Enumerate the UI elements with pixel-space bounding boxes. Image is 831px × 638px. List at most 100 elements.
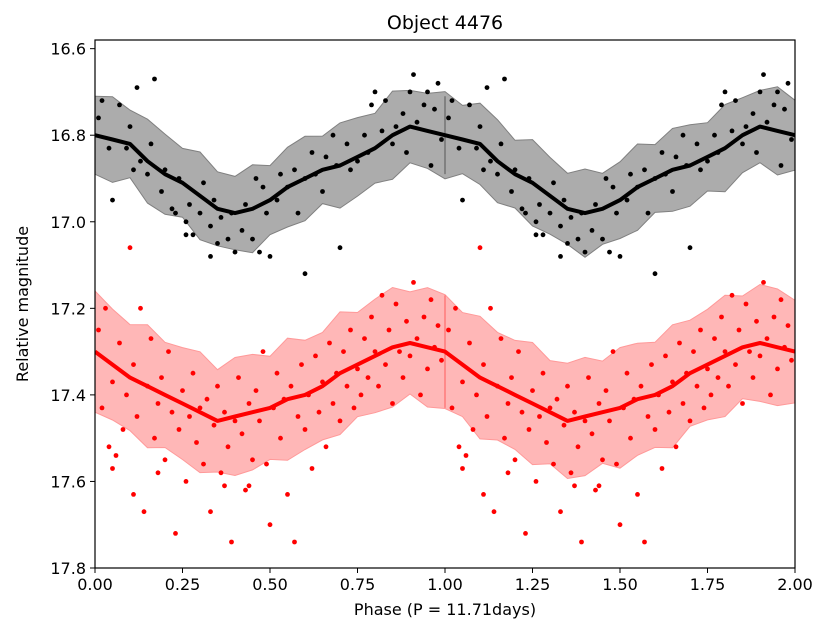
lower-band-data-point xyxy=(176,427,182,432)
x-axis: 0.00 0.25 0.50 0.75 1.00 1.25 1.50 1.75 2.00 xyxy=(77,568,813,594)
lower-band-data-point xyxy=(719,314,724,320)
lower-band-data-point xyxy=(327,340,332,346)
lower-band-data-point xyxy=(355,366,360,372)
lower-band-data-point xyxy=(295,414,301,419)
lower-band-data-point xyxy=(152,435,157,441)
lower-band-data-point xyxy=(407,353,413,359)
lower-band-data-point xyxy=(586,375,591,380)
lower-band-data-point xyxy=(96,327,101,333)
lower-band-data-point xyxy=(593,487,598,493)
lower-band-data-point xyxy=(390,401,395,406)
upper-band-data-point xyxy=(264,210,269,216)
y-tick-label: 17.6 xyxy=(50,472,86,491)
lower-band-data-point xyxy=(166,349,171,354)
upper-band-data-point xyxy=(729,128,735,134)
lower-band-data-point xyxy=(225,444,231,450)
lower-band-data-point xyxy=(778,297,784,303)
lower-band-data-point xyxy=(106,444,112,450)
lower-band-data-point xyxy=(505,401,511,406)
upper-band-data-point xyxy=(502,76,507,82)
x-tick-label: 1.00 xyxy=(427,575,463,594)
upper-band-data-point xyxy=(215,241,220,246)
upper-band-data-point xyxy=(106,145,112,151)
upper-band-data-point xyxy=(411,72,416,77)
lower-band-data-point xyxy=(775,366,780,372)
x-tick-label: 0.00 xyxy=(77,575,113,594)
lower-band-data-point xyxy=(551,461,556,467)
lower-band-data-point xyxy=(257,418,262,424)
y-axis: 16.6 16.8 17.0 17.2 17.4 17.6 17.8 xyxy=(50,40,95,578)
lower-band-data-point xyxy=(645,414,651,419)
upper-band-data-point xyxy=(775,89,780,95)
upper-band-data-point xyxy=(722,89,728,95)
upper-band-data-point xyxy=(456,145,462,151)
lower-band-data-point xyxy=(435,323,441,328)
lower-band-data-point xyxy=(243,487,248,493)
lower-band-data-point xyxy=(635,492,640,497)
upper-band-data-point xyxy=(292,167,297,173)
lower-band-data-point xyxy=(236,375,241,380)
lower-band-data-point xyxy=(446,327,451,333)
upper-band-data-point xyxy=(211,197,217,203)
lower-band-data-point xyxy=(460,379,465,385)
lower-band-data-point xyxy=(99,405,105,411)
upper-band-data-point xyxy=(187,202,192,207)
lower-band-data-point xyxy=(554,396,560,402)
upper-band-data-point xyxy=(614,210,619,216)
lower-band-data-point xyxy=(708,392,714,398)
lower-band-data-point xyxy=(155,470,161,476)
lower-band-data-point xyxy=(229,539,234,545)
lower-band-data-point xyxy=(614,461,619,467)
lower-band-data-point xyxy=(397,349,402,354)
lower-band-data-point xyxy=(729,292,735,298)
upper-band-data-point xyxy=(138,158,143,164)
lower-band-data-point xyxy=(750,375,756,380)
upper-band-data-point xyxy=(484,85,490,90)
lower-band-data-point xyxy=(575,444,581,450)
lower-band-data-point xyxy=(474,392,479,398)
upper-band-data-point xyxy=(645,210,651,216)
upper-band-data-point xyxy=(446,115,451,121)
upper-band-data-point xyxy=(593,202,598,207)
lower-band-data-point xyxy=(491,509,497,515)
x-tick-label: 1.50 xyxy=(602,575,638,594)
lower-band-data-point xyxy=(596,401,602,406)
upper-band-data-point xyxy=(225,236,231,242)
lower-band-data-point xyxy=(292,539,297,545)
upper-band-data-point xyxy=(467,102,472,108)
lower-band-data-point xyxy=(348,327,353,333)
lower-band-data-point xyxy=(285,492,290,497)
lower-band-data-point xyxy=(404,318,409,324)
lower-band-data-point xyxy=(652,427,658,432)
lower-band-data-point xyxy=(162,457,168,463)
lower-band-data-point xyxy=(467,340,472,346)
lower-band-data-point xyxy=(701,405,707,411)
upper-band-data-point xyxy=(250,236,255,242)
lower-band-data-point xyxy=(183,479,189,484)
upper-band-data-point xyxy=(278,171,283,177)
lower-band-data-point xyxy=(208,509,213,515)
lower-band-data-point xyxy=(523,531,528,536)
upper-band-data-point xyxy=(558,254,563,259)
upper-band-data-point xyxy=(152,76,157,82)
lower-band-data-point xyxy=(299,362,304,367)
upper-band-data-point xyxy=(533,219,539,225)
lower-band-data-point xyxy=(740,401,745,406)
lower-band-data-point xyxy=(110,379,115,385)
lower-band-data-point xyxy=(215,383,220,389)
upper-band-data-point xyxy=(600,236,605,242)
upper-band-data-point xyxy=(320,189,325,194)
upper-band-data-point xyxy=(362,132,367,138)
lower-band-data-point xyxy=(677,340,682,346)
upper-band-data-point xyxy=(750,111,756,116)
lower-band-data-point xyxy=(253,388,259,393)
upper-band-data-point xyxy=(673,154,679,160)
lower-band-data-point xyxy=(561,422,567,428)
lower-band-data-point xyxy=(383,362,388,367)
upper-band-data-point xyxy=(337,245,343,251)
upper-band-data-point xyxy=(558,223,563,229)
lower-band-data-point xyxy=(316,409,322,415)
upper-band-data-point xyxy=(624,197,630,203)
lower-band-data-point xyxy=(768,392,773,398)
lower-band-data-point xyxy=(246,401,252,406)
